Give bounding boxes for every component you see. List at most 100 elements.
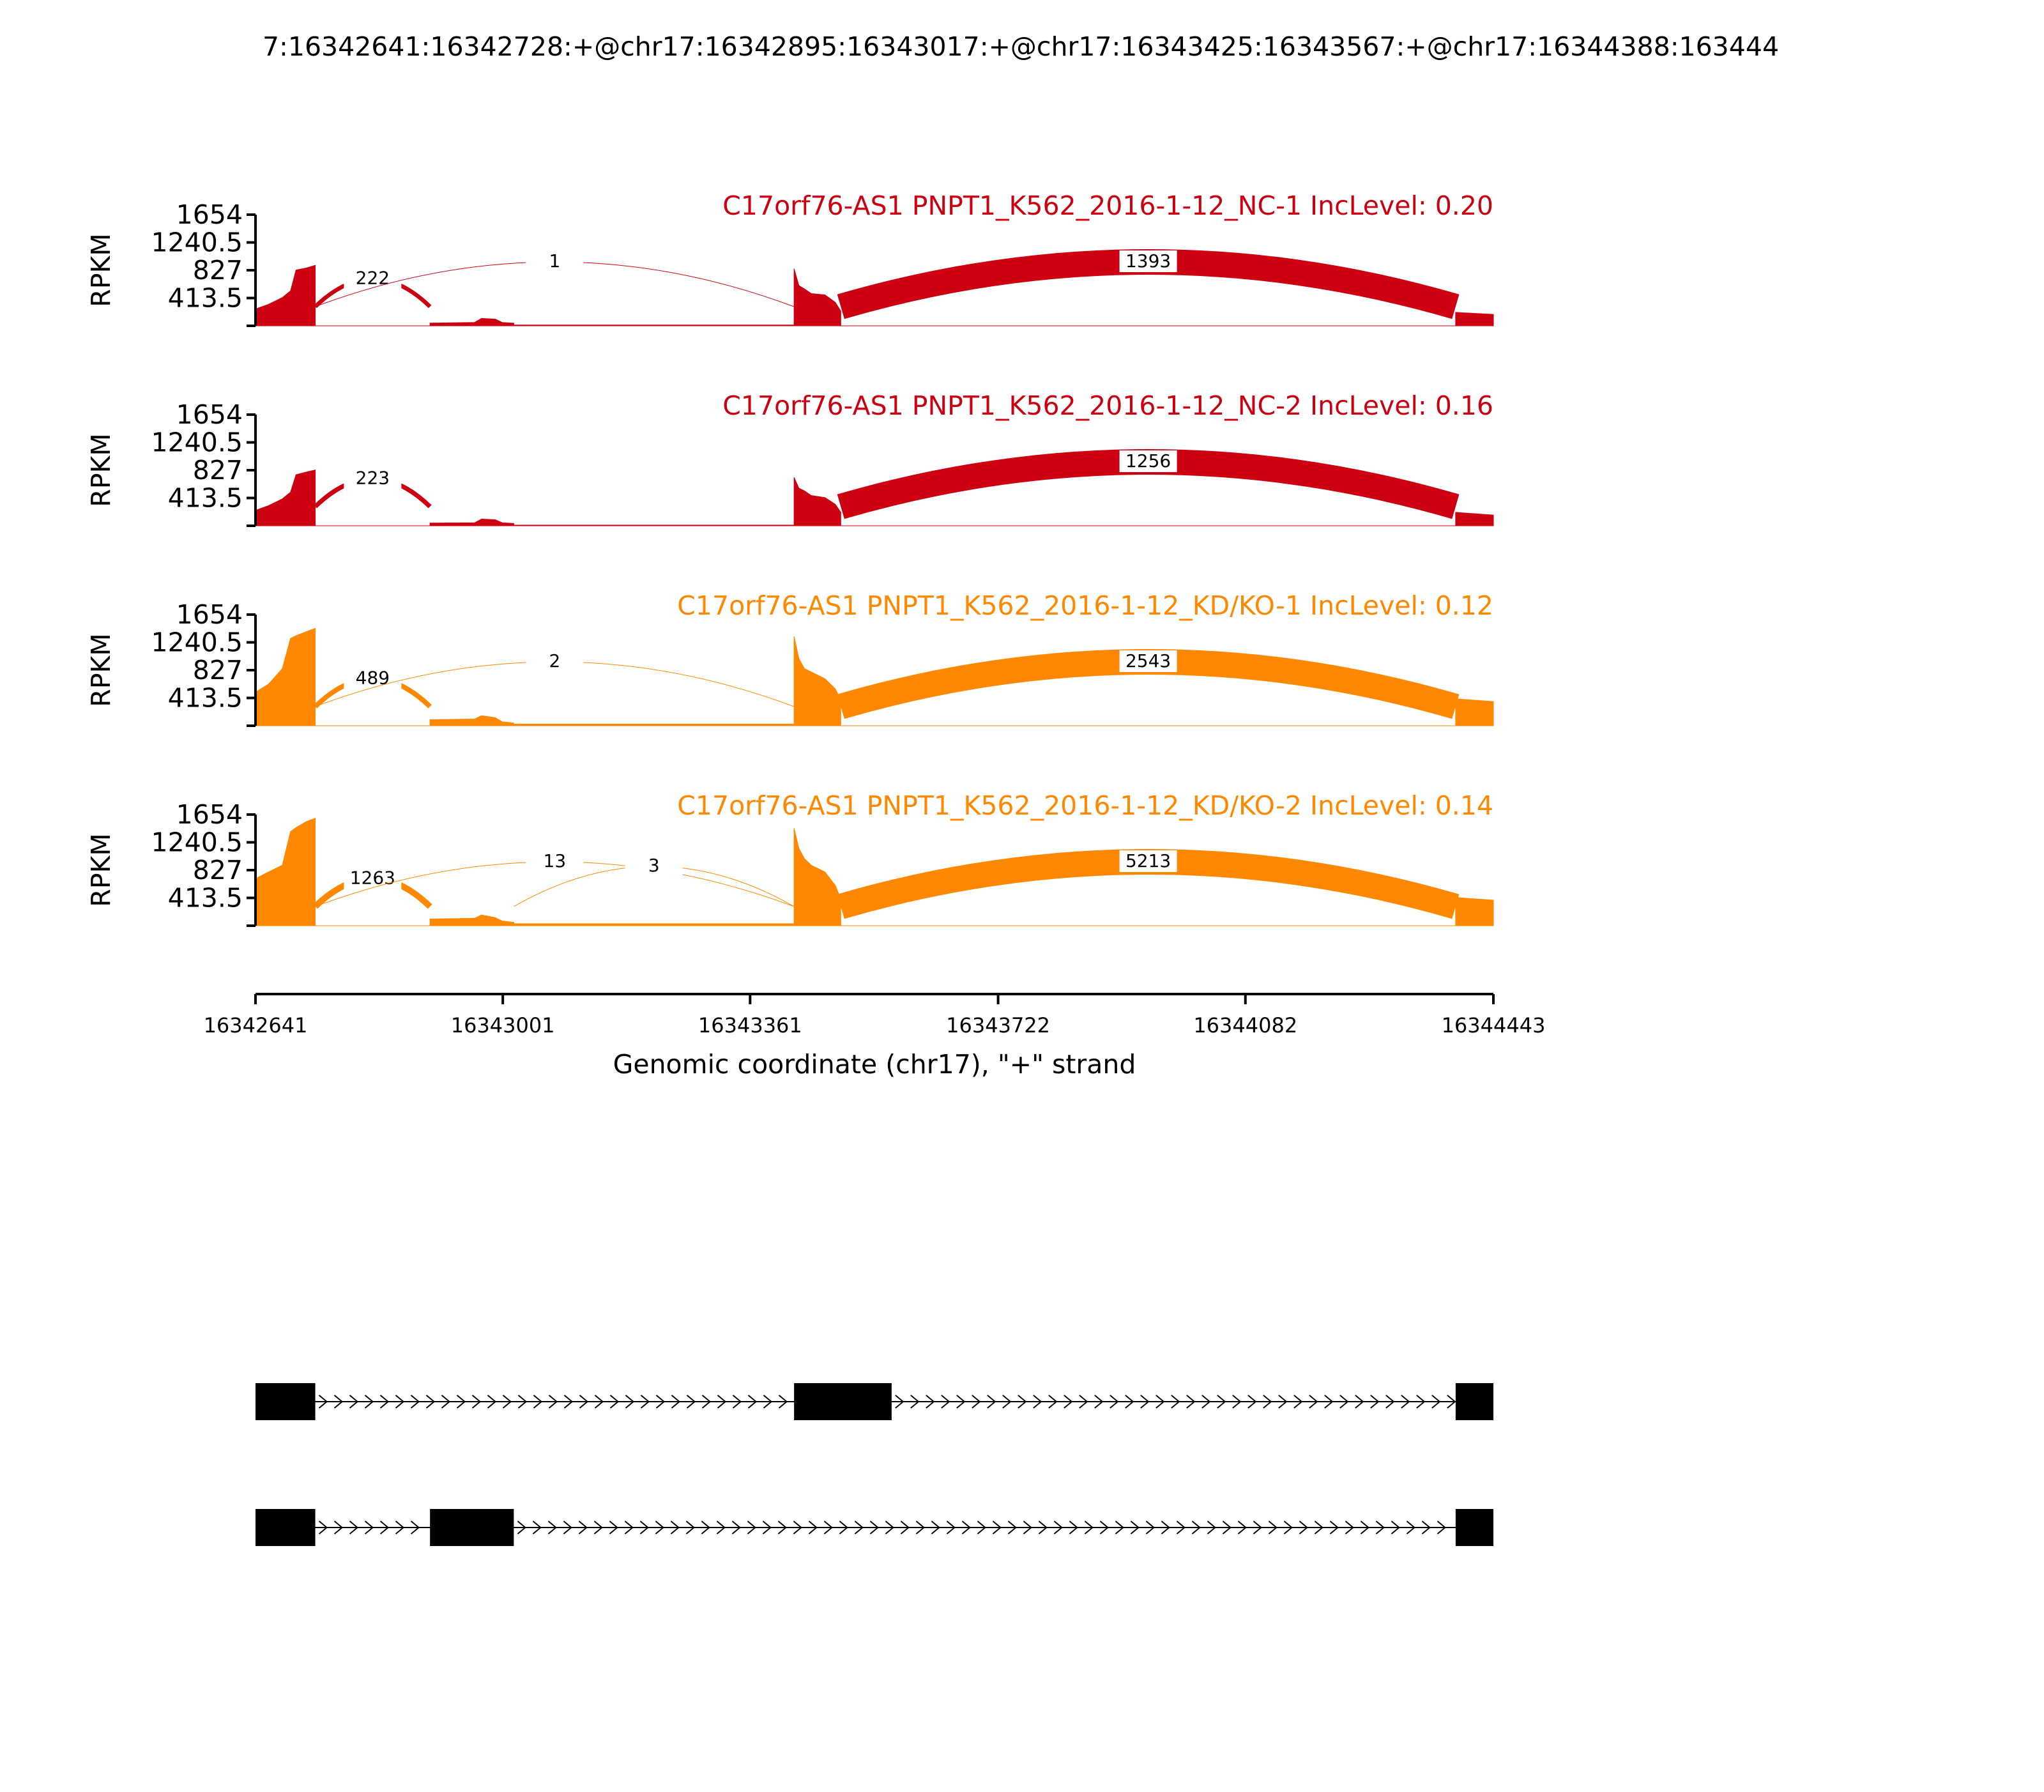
strand-arrow <box>517 1520 526 1535</box>
strand-arrow <box>793 1520 802 1535</box>
strand-arrow <box>1360 1520 1369 1535</box>
strand-arrow <box>625 1395 635 1409</box>
strand-arrow <box>762 1520 772 1535</box>
strand-arrow <box>946 1520 956 1535</box>
strand-arrow <box>1125 1395 1134 1409</box>
strand-arrow <box>639 1520 649 1535</box>
strand-arrow <box>364 1395 374 1409</box>
strand-arrow <box>548 1395 558 1409</box>
strand-arrow <box>1232 1395 1242 1409</box>
strand-arrow <box>1079 1395 1088 1409</box>
x-tick-label: 16344082 <box>1193 1013 1297 1038</box>
strand-arrow <box>1171 1395 1180 1409</box>
strand-arrow <box>1314 1520 1323 1535</box>
y-tick-label: 1654 <box>176 599 243 630</box>
coverage-area <box>255 264 316 326</box>
strand-arrow <box>1038 1520 1048 1535</box>
y-tick-label: 413.5 <box>168 483 243 514</box>
sample-title: C17orf76-AS1 PNPT1_K562_2016-1-12_NC-2 I… <box>722 390 1493 421</box>
strand-arrow <box>502 1395 512 1409</box>
exon-block <box>256 1383 316 1420</box>
strand-arrow <box>1201 1395 1211 1409</box>
y-tick-label: 827 <box>193 455 243 486</box>
strand-arrow <box>671 1395 681 1409</box>
strand-arrow <box>1339 1395 1349 1409</box>
coverage-area <box>513 325 795 326</box>
coverage-area <box>1455 512 1494 526</box>
strand-arrow <box>915 1520 925 1535</box>
strand-arrow <box>1222 1520 1232 1535</box>
junction-count-label: 489 <box>356 668 390 689</box>
junction-count-label: 223 <box>356 468 390 489</box>
strand-arrow <box>349 1395 359 1409</box>
strand-arrow <box>410 1395 420 1409</box>
strand-arrow <box>425 1395 436 1409</box>
coverage-area <box>513 525 795 526</box>
junction-count-label: 1393 <box>1125 250 1171 272</box>
strand-arrow <box>1018 1395 1027 1409</box>
y-tick-label: 1240.5 <box>151 827 243 858</box>
strand-arrow <box>732 1395 742 1409</box>
exon-block <box>256 1509 316 1546</box>
strand-arrow <box>1110 1395 1119 1409</box>
strand-arrow <box>885 1520 894 1535</box>
y-tick-label: 1654 <box>176 799 243 830</box>
strand-arrow <box>992 1520 1002 1535</box>
coverage-area <box>255 470 316 526</box>
strand-arrow <box>318 1520 328 1535</box>
exon-block <box>794 1383 892 1420</box>
strand-arrow <box>1324 1395 1334 1409</box>
strand-arrow <box>701 1520 710 1535</box>
junction-count-label: 2 <box>549 650 560 671</box>
strand-arrow <box>670 1520 680 1535</box>
strand-arrow <box>1186 1395 1196 1409</box>
strand-arrow <box>685 1520 695 1535</box>
coverage-area <box>793 636 841 726</box>
strand-arrow <box>1084 1520 1094 1535</box>
sample-title: C17orf76-AS1 PNPT1_K562_2016-1-12_NC-1 I… <box>722 190 1493 221</box>
strand-arrow <box>333 1395 344 1409</box>
isoform-tracks <box>256 1383 1493 1546</box>
coverage-area <box>255 627 316 726</box>
strand-arrow <box>579 1395 589 1409</box>
strand-arrow <box>1406 1520 1415 1535</box>
coverage-area <box>793 268 841 326</box>
strand-arrow <box>808 1520 818 1535</box>
strand-arrow <box>731 1520 741 1535</box>
coverage-area <box>1455 312 1494 326</box>
strand-arrow <box>471 1395 482 1409</box>
strand-arrow <box>910 1395 920 1409</box>
strand-arrow <box>364 1520 374 1535</box>
coverage-area <box>793 477 841 526</box>
y-axis-label: RPKM <box>86 233 116 307</box>
strand-arrow <box>487 1395 497 1409</box>
coverage-area <box>1455 897 1494 926</box>
strand-arrow <box>456 1395 466 1409</box>
strand-arrow <box>1191 1520 1201 1535</box>
x-tick-label: 16344443 <box>1442 1013 1546 1038</box>
strand-arrow <box>1155 1395 1165 1409</box>
strand-arrow <box>1007 1520 1017 1535</box>
strand-arrow <box>900 1520 910 1535</box>
strand-arrow <box>1416 1395 1426 1409</box>
strand-arrow <box>854 1520 864 1535</box>
junction-label-bg <box>625 855 683 877</box>
strand-arrow <box>839 1520 848 1535</box>
strand-arrow <box>1309 1395 1318 1409</box>
strand-arrow <box>547 1520 557 1535</box>
strand-arrow <box>1263 1395 1272 1409</box>
junction-label-bg <box>344 667 402 689</box>
strand-arrow <box>1053 1520 1063 1535</box>
strand-arrow <box>1329 1520 1339 1535</box>
strand-arrow <box>563 1520 572 1535</box>
strand-arrow <box>941 1395 950 1409</box>
strand-arrow <box>1299 1520 1308 1535</box>
strand-arrow <box>1130 1520 1140 1535</box>
junction-count-label: 5213 <box>1125 850 1171 871</box>
junction-label-bg <box>1119 650 1177 672</box>
junction-count-label: 3 <box>648 855 660 876</box>
strand-arrow <box>640 1395 650 1409</box>
